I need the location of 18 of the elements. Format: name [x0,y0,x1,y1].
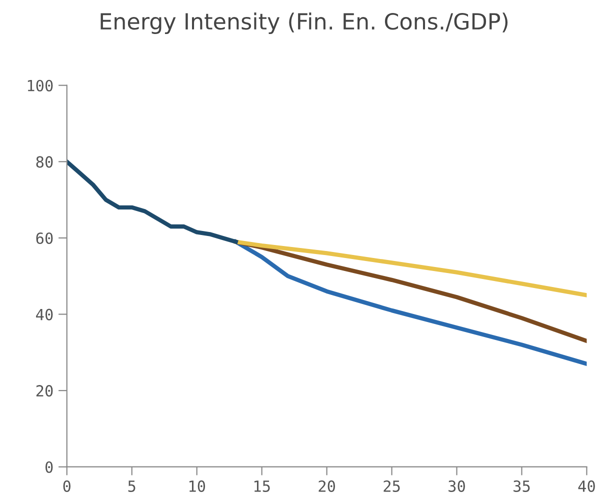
y-tick-label: 0 [45,461,53,473]
y-tick-label: 60 [36,232,53,244]
x-tick-label: 10 [189,480,206,492]
x-tick-label: 0 [63,480,70,492]
x-tick-label: 15 [254,480,270,492]
y-tick-label: 100 [28,80,53,92]
y-tick-label: 80 [36,156,53,168]
y-tick-label: 20 [36,385,53,397]
line-series [234,240,587,366]
x-tick-label: 30 [448,480,465,492]
chart-title: Energy Intensity (Fin. En. Cons./GDP) [100,12,508,34]
x-tick-label: 20 [318,480,336,492]
line-series [66,160,238,244]
x-tick-label: 35 [514,480,530,492]
x-tick-label: 25 [384,480,400,492]
x-tick-label: 40 [578,480,595,492]
x-tick-label: 5 [128,480,136,492]
y-tick-label: 40 [36,308,53,320]
